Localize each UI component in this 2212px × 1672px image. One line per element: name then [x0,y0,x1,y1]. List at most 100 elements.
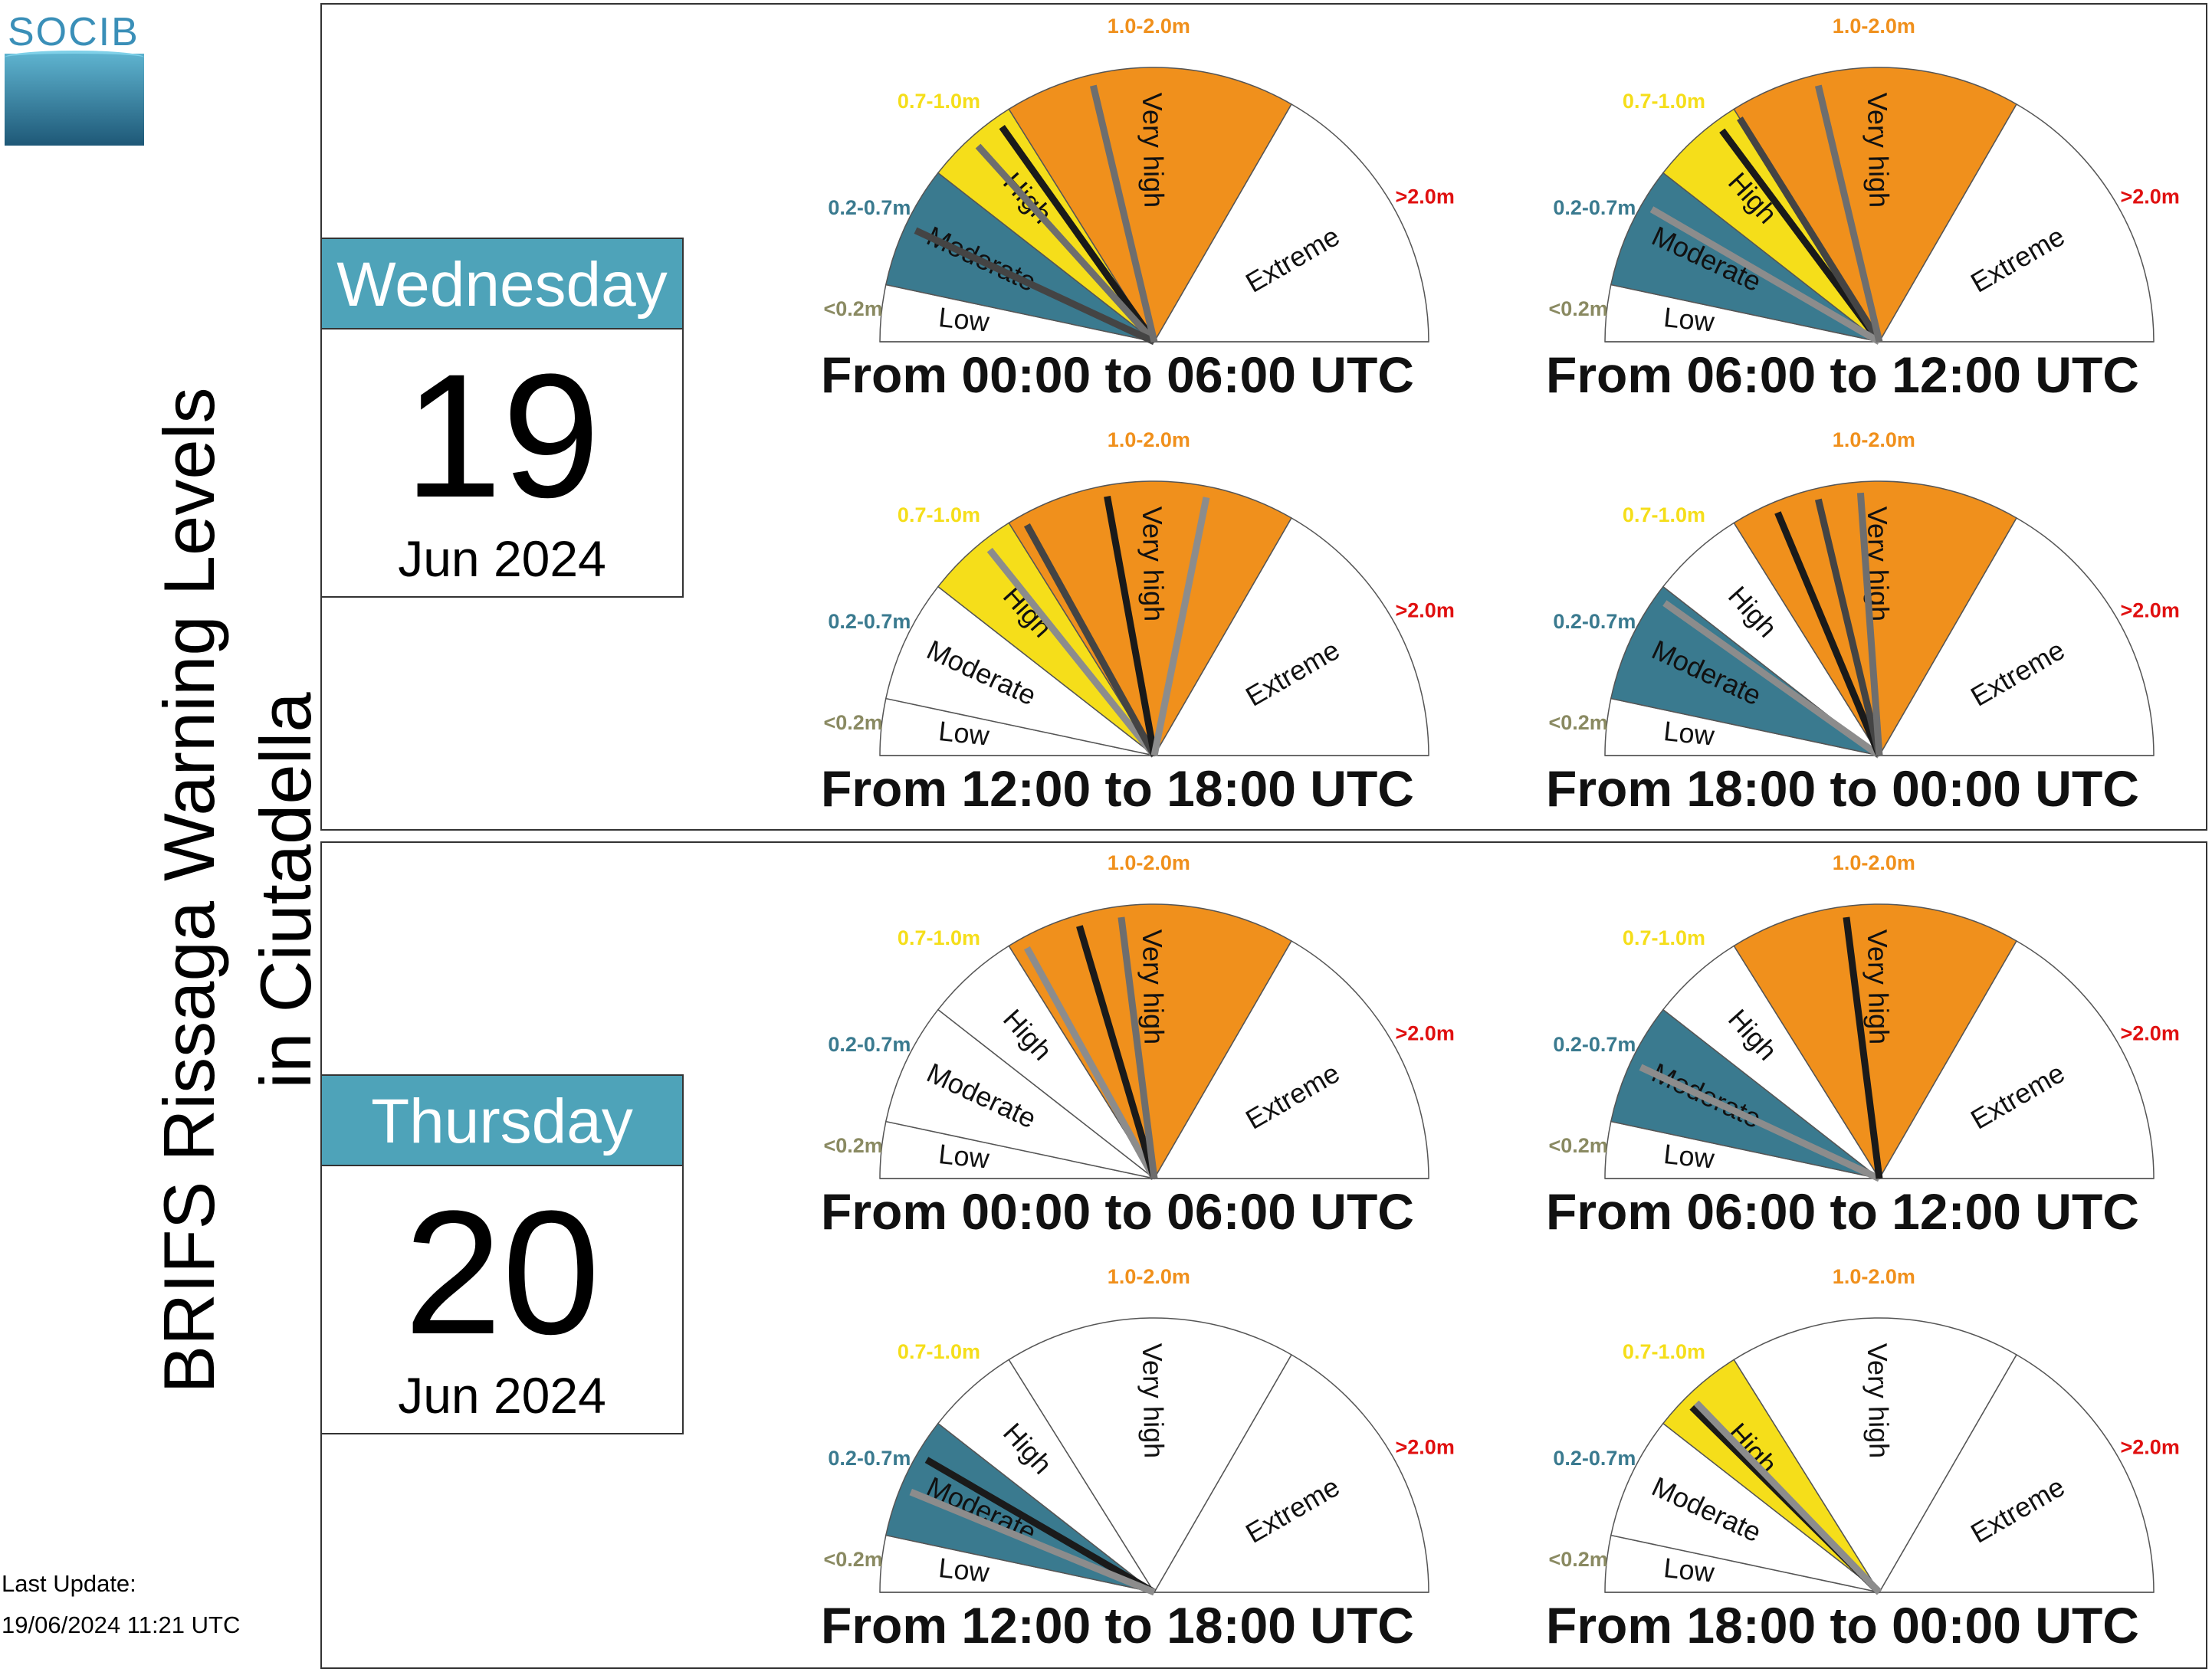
threshold-label: 0.2-0.7m [1553,610,1636,633]
level-label: Low [937,1552,992,1588]
day-name: Wednesday [320,238,684,329]
level-label: Very high [1862,929,1895,1045]
last-update: Last Update: 19/06/2024 11:21 UTC [2,1563,240,1646]
threshold-label: 1.0-2.0m [1108,428,1190,451]
gauge-sector-very-high [1733,67,2018,343]
gauge-needle [1719,128,1882,344]
threshold-label: <0.2m [1549,1134,1608,1157]
level-label: Very high [1862,1343,1895,1459]
period-label: From 18:00 to 00:00 UTC [1546,760,2139,817]
level-label: Very high [1137,507,1170,622]
period-label: From 00:00 to 06:00 UTC [821,346,1414,403]
gauge-needle [914,227,1156,346]
gauge-sector-moderate [1610,1008,1880,1179]
gauge-needle [1150,497,1210,756]
threshold-label: 0.7-1.0m [1623,503,1705,526]
gauge-sector-very-high [1733,903,2018,1180]
gauge-needle [986,547,1157,758]
day-date: 20 Jun 2024 [320,1166,684,1434]
period-label: From 12:00 to 18:00 UTC [821,1597,1414,1654]
gauge-needle [1104,496,1158,756]
threshold-label: <0.2m [1549,297,1608,320]
gauge-needle [1023,946,1157,1181]
threshold-label: 0.2-0.7m [828,1447,911,1470]
level-label: Low [937,301,992,338]
gauge-needle [1814,498,1883,757]
threshold-label: 1.0-2.0m [1833,1265,1915,1288]
gauge-sector-moderate [884,585,1155,756]
logo-text: SOCIB [8,10,139,54]
level-label: Very high [1137,929,1170,1045]
gauge-needle [1774,511,1883,757]
gauge-sector-moderate [1610,1422,1880,1593]
period-label: From 12:00 to 18:00 UTC [821,760,1414,817]
threshold-label: <0.2m [824,1548,883,1571]
threshold-label: >2.0m [2121,598,2180,621]
level-label: Very high [1862,93,1895,208]
gauge-sector-extreme [1153,939,1429,1179]
threshold-label: 0.7-1.0m [898,503,980,526]
gauge-sector-extreme [1153,1353,1429,1593]
threshold-label: 0.7-1.0m [1623,926,1705,949]
gauge-needle [1843,916,1883,1179]
threshold-label: >2.0m [2121,185,2180,208]
gauge-sector-extreme [1878,939,2155,1179]
threshold-label: 1.0-2.0m [1108,1265,1190,1288]
threshold-label: 1.0-2.0m [1108,15,1190,38]
threshold-label: 0.7-1.0m [898,1340,980,1363]
gauge-needle [1814,84,1883,343]
level-label: Very high [1137,93,1170,208]
logo-graphic [5,54,144,146]
level-label: Low [937,1138,992,1175]
last-update-value: 19/06/2024 11:21 UTC [2,1611,241,1638]
level-label: Low [1662,1138,1717,1175]
threshold-label: 0.2-0.7m [1553,1033,1636,1056]
gauge-sector-extreme [1153,103,1429,343]
gauge-sector-extreme [1878,103,2155,343]
threshold-label: >2.0m [1396,185,1455,208]
gauge-sector-extreme [1878,516,2155,756]
gauge-sector-moderate [884,172,1155,343]
day-number: 20 [404,1174,600,1371]
threshold-label: <0.2m [824,1134,883,1157]
threshold-label: >2.0m [1396,598,1455,621]
period-label: From 18:00 to 00:00 UTC [1546,1597,2139,1654]
day-month-year: Jun 2024 [398,530,606,587]
gauge-sector-very-high [1733,1317,2018,1594]
gauge-needle [975,143,1157,345]
gauge-needle [1089,84,1158,343]
gauge-needle [1639,1064,1881,1182]
threshold-label: 0.2-0.7m [828,610,911,633]
gauge-needle [1117,916,1158,1179]
threshold-label: >2.0m [1396,1435,1455,1458]
threshold-label: 0.7-1.0m [1623,1340,1705,1363]
gauge-sector-extreme [1153,516,1429,756]
level-label: Low [1662,301,1717,338]
period-label: From 00:00 to 06:00 UTC [821,1183,1414,1240]
threshold-label: 0.2-0.7m [1553,196,1636,219]
threshold-label: 0.2-0.7m [828,1033,911,1056]
level-label: Low [1662,715,1717,752]
gauge-sector-very-high [1008,1317,1293,1594]
gauge-needle [1694,1400,1882,1595]
threshold-label: <0.2m [824,711,883,734]
gauge-sector-extreme [1878,1353,2155,1593]
gauge-needle [999,125,1157,344]
gauge-needle [909,1488,1156,1596]
gauge-needle [1649,206,1882,345]
gauge-sector-moderate [884,1008,1155,1179]
gauge-needle [924,1457,1157,1595]
day-number: 19 [404,337,600,534]
gauge-sector-very-high [1008,67,1293,343]
period-label: From 06:00 to 12:00 UTC [1546,1183,2139,1240]
gauge-sector-moderate [1610,585,1880,756]
